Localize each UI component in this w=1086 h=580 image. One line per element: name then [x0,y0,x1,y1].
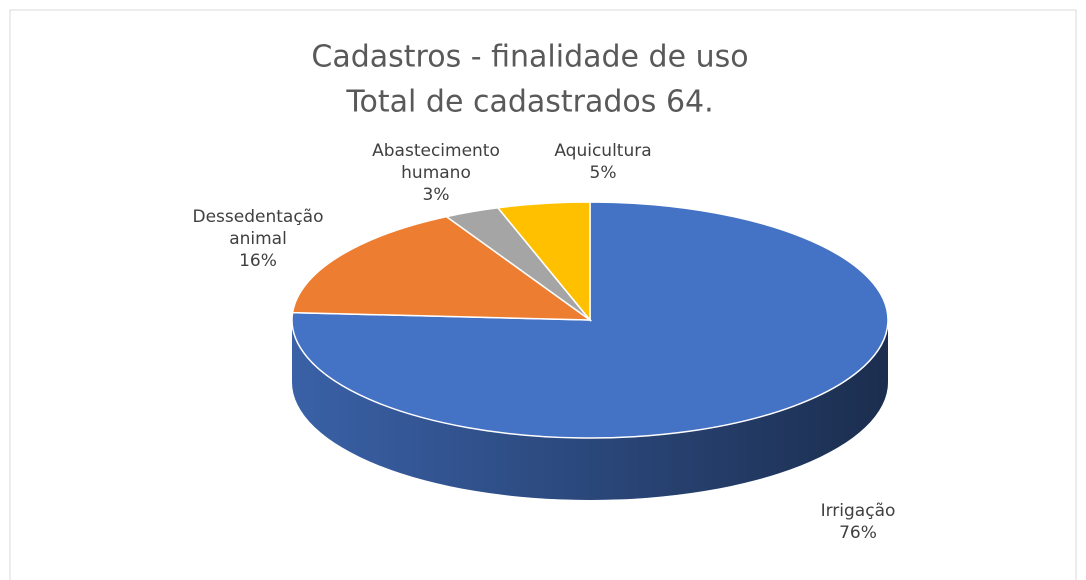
chart-subtitle: Total de cadastrados 64. [345,85,713,120]
slice-label-line: animal [229,229,287,249]
slice [291,215,593,321]
slice-value-label: 76% [839,523,877,543]
slice-label-line: Irrigação [821,501,896,521]
slice-label-line: Abastecimento [372,141,500,161]
slice [496,201,591,323]
slice-side-shade [292,320,888,500]
chart-title: Cadastros - finalidade de uso [311,40,748,75]
slice-label-line: Aquicultura [554,141,651,161]
slice-value-label: 3% [423,185,450,205]
slice [291,201,889,439]
slice-value-label: 16% [239,251,277,271]
slice-label-line: humano [401,163,471,183]
slice-label: Aquicultura [554,141,651,161]
slice-label-line: Dessedentação [193,207,324,227]
slice-label: Irrigação [821,501,896,521]
slice-label: Abastecimento humano [372,141,500,183]
slice-label: Dessedentação animal [193,207,324,249]
slice-value-label: 5% [590,163,617,183]
